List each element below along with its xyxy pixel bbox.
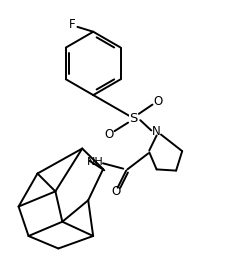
Text: NH: NH bbox=[87, 157, 104, 167]
Text: O: O bbox=[104, 128, 114, 141]
Text: F: F bbox=[69, 18, 76, 31]
Text: O: O bbox=[153, 95, 162, 108]
Text: S: S bbox=[129, 112, 138, 125]
Text: O: O bbox=[111, 185, 120, 198]
Text: N: N bbox=[152, 125, 161, 138]
